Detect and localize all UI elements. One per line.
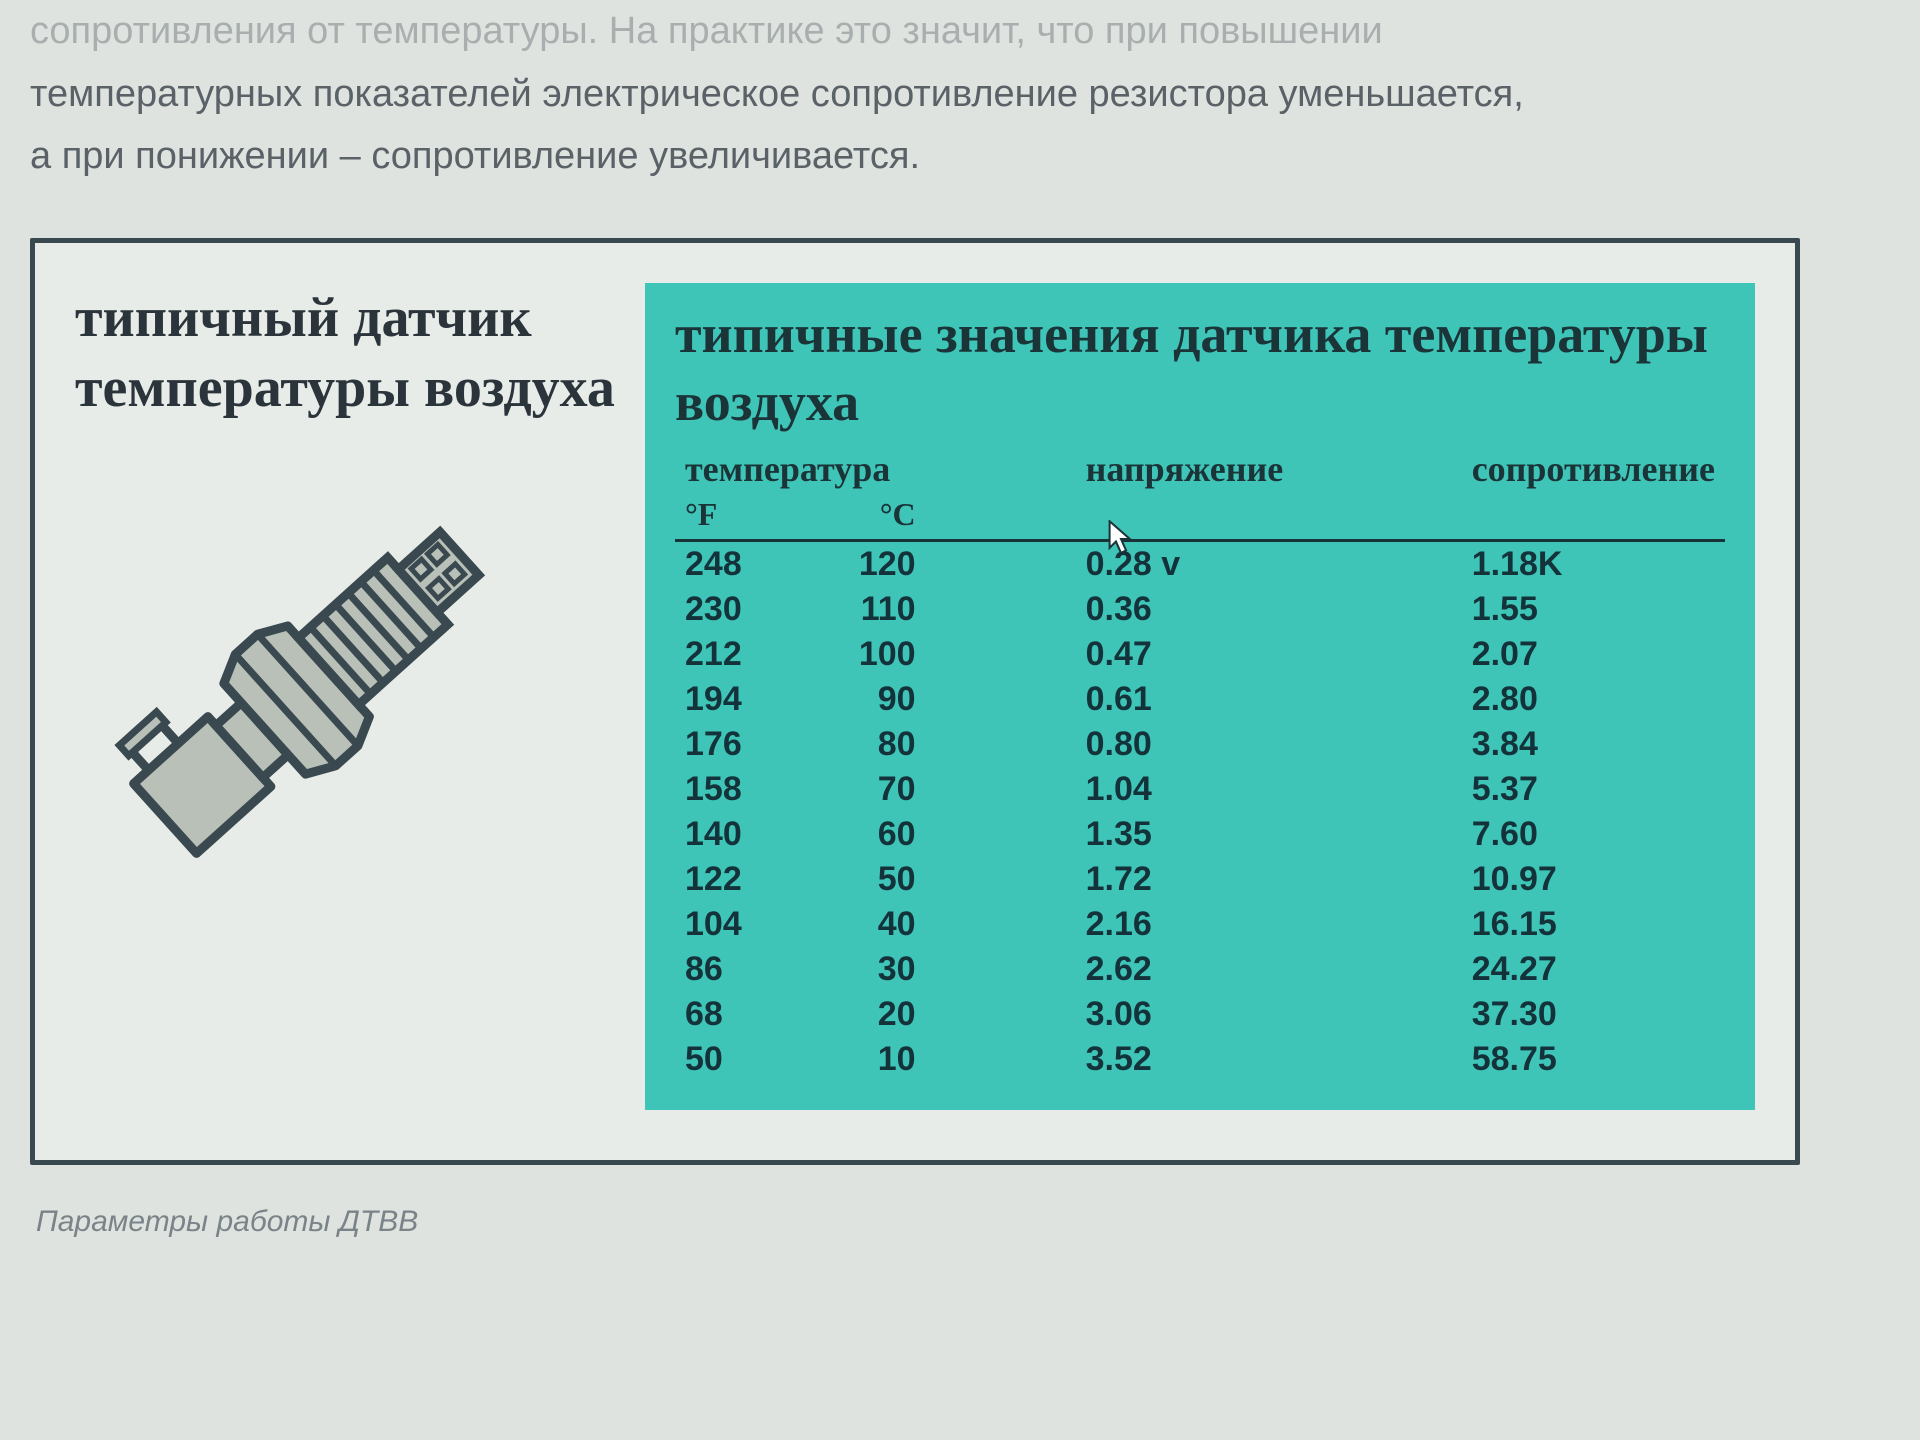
table-cell: 7.60 <box>1362 812 1725 857</box>
sensor-icon <box>75 453 545 923</box>
table-cell: 104 <box>675 902 796 947</box>
table-cell: 1.18K <box>1362 541 1725 588</box>
table-cell: 50 <box>675 1037 796 1082</box>
body-line-0: сопротивления от температуры. На практик… <box>30 10 1383 52</box>
table-cell: 248 <box>675 541 796 588</box>
table-row: 194900.612.80 <box>675 677 1725 722</box>
table-cell: 1.04 <box>996 767 1362 812</box>
table-cell: 60 <box>796 812 995 857</box>
table-cell: 1.55 <box>1362 587 1725 632</box>
table-cell: 86 <box>675 947 796 992</box>
table-cell: 50 <box>796 857 995 902</box>
table-cell: 230 <box>675 587 796 632</box>
table-cell: 158 <box>675 767 796 812</box>
table-cell: 24.27 <box>1362 947 1725 992</box>
table-row: 86302.6224.27 <box>675 947 1725 992</box>
table-cell: 70 <box>796 767 995 812</box>
col-header-voltage: напряжение <box>996 446 1362 541</box>
sensor-values-table: температура напряжение сопротивление °F … <box>675 446 1725 1082</box>
table-cell: 212 <box>675 632 796 677</box>
left-title: типичный датчик температуры воздуха <box>75 283 615 423</box>
table-cell: 194 <box>675 677 796 722</box>
table-row: 140601.357.60 <box>675 812 1725 857</box>
table-cell: 3.06 <box>996 992 1362 1037</box>
table-cell: 3.84 <box>1362 722 1725 767</box>
body-line-2: а при понижении – сопротивление увеличив… <box>30 135 920 177</box>
table-row: 2121000.472.07 <box>675 632 1725 677</box>
table-cell: 90 <box>796 677 995 722</box>
table-body: 2481200.28 v1.18K2301100.361.552121000.4… <box>675 541 1725 1083</box>
table-cell: 120 <box>796 541 995 588</box>
figure-caption: Параметры работы ДТВВ <box>36 1205 1890 1239</box>
table-cell: 1.72 <box>996 857 1362 902</box>
body-line-1: температурных показателей электрическое … <box>30 73 1524 115</box>
table-cell: 0.61 <box>996 677 1362 722</box>
table-cell: 2.07 <box>1362 632 1725 677</box>
table-cell: 20 <box>796 992 995 1037</box>
table-cell: 58.75 <box>1362 1037 1725 1082</box>
table-cell: 3.52 <box>996 1037 1362 1082</box>
table-cell: 100 <box>796 632 995 677</box>
col-header-temperature: температура <box>675 446 996 496</box>
table-row: 2301100.361.55 <box>675 587 1725 632</box>
table-row: 2481200.28 v1.18K <box>675 541 1725 588</box>
table-row: 50103.5258.75 <box>675 1037 1725 1082</box>
col-header-c: °C <box>796 496 995 541</box>
right-column: типичные значения датчика температуры во… <box>645 283 1755 1110</box>
table-cell: 122 <box>675 857 796 902</box>
table-cell: 10.97 <box>1362 857 1725 902</box>
body-paragraph: сопротивления от температуры. На практик… <box>30 0 1890 188</box>
table-cell: 37.30 <box>1362 992 1725 1037</box>
table-cell: 0.80 <box>996 722 1362 767</box>
table-row: 176800.803.84 <box>675 722 1725 767</box>
table-cell: 2.80 <box>1362 677 1725 722</box>
table-cell: 0.47 <box>996 632 1362 677</box>
table-cell: 0.36 <box>996 587 1362 632</box>
table-row: 158701.045.37 <box>675 767 1725 812</box>
table-cell: 16.15 <box>1362 902 1725 947</box>
table-row: 122501.7210.97 <box>675 857 1725 902</box>
table-cell: 2.16 <box>996 902 1362 947</box>
left-column: типичный датчик температуры воздуха <box>75 283 615 1110</box>
right-title: типичные значения датчика температуры во… <box>675 301 1725 436</box>
table-cell: 40 <box>796 902 995 947</box>
table-row: 104402.1616.15 <box>675 902 1725 947</box>
table-cell: 0.28 v <box>996 541 1362 588</box>
figure-container: типичный датчик температуры воздуха <box>30 238 1800 1165</box>
table-row: 68203.0637.30 <box>675 992 1725 1037</box>
table-cell: 10 <box>796 1037 995 1082</box>
col-header-f: °F <box>675 496 796 541</box>
table-cell: 110 <box>796 587 995 632</box>
col-header-resistance: сопротивление <box>1362 446 1725 541</box>
table-cell: 1.35 <box>996 812 1362 857</box>
table-cell: 80 <box>796 722 995 767</box>
table-cell: 68 <box>675 992 796 1037</box>
table-cell: 176 <box>675 722 796 767</box>
table-cell: 2.62 <box>996 947 1362 992</box>
table-cell: 30 <box>796 947 995 992</box>
table-cell: 5.37 <box>1362 767 1725 812</box>
table-cell: 140 <box>675 812 796 857</box>
